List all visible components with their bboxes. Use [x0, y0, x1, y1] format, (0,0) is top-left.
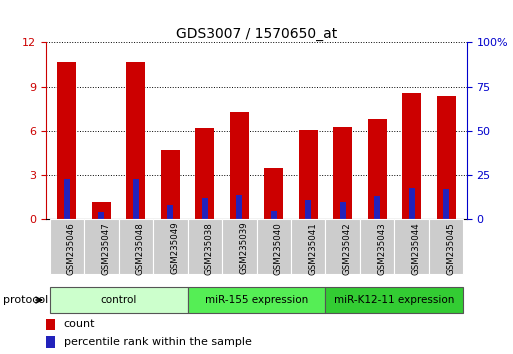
Bar: [167, 205, 173, 219]
Bar: [188, 219, 222, 274]
Text: GSM235047: GSM235047: [102, 222, 110, 275]
Bar: [50, 287, 188, 313]
Text: GSM235043: GSM235043: [377, 222, 386, 275]
Bar: [50, 219, 84, 274]
Bar: [360, 219, 394, 274]
Text: GSM235044: GSM235044: [411, 222, 421, 275]
Bar: [429, 219, 463, 274]
Text: control: control: [101, 295, 137, 305]
Text: GSM235048: GSM235048: [136, 222, 145, 275]
Text: miR-K12-11 expression: miR-K12-11 expression: [334, 295, 455, 305]
Bar: [161, 150, 180, 219]
Bar: [325, 287, 463, 313]
Bar: [394, 219, 429, 274]
Bar: [46, 336, 55, 348]
Text: GSM235039: GSM235039: [239, 222, 248, 274]
Text: GSM235046: GSM235046: [67, 222, 76, 275]
Bar: [236, 195, 242, 219]
Bar: [408, 188, 415, 219]
Bar: [437, 96, 456, 219]
Bar: [333, 127, 352, 219]
Bar: [271, 211, 277, 219]
Text: GSM235041: GSM235041: [308, 222, 317, 275]
Bar: [133, 179, 139, 219]
Bar: [374, 196, 380, 219]
Bar: [202, 198, 208, 219]
Bar: [222, 219, 256, 274]
Bar: [368, 119, 387, 219]
Text: miR-155 expression: miR-155 expression: [205, 295, 308, 305]
Bar: [291, 219, 325, 274]
Bar: [153, 219, 188, 274]
Bar: [402, 93, 421, 219]
Bar: [264, 168, 283, 219]
Text: percentile rank within the sample: percentile rank within the sample: [64, 337, 252, 347]
Bar: [188, 287, 325, 313]
Title: GDS3007 / 1570650_at: GDS3007 / 1570650_at: [176, 28, 337, 41]
Text: GSM235045: GSM235045: [446, 222, 455, 275]
Bar: [92, 202, 111, 219]
Bar: [57, 62, 76, 219]
Bar: [64, 179, 70, 219]
Bar: [325, 219, 360, 274]
Bar: [195, 128, 214, 219]
Bar: [46, 319, 55, 330]
Bar: [230, 112, 249, 219]
Bar: [299, 130, 318, 219]
Bar: [98, 212, 105, 219]
Text: GSM235038: GSM235038: [205, 222, 214, 275]
Bar: [256, 219, 291, 274]
Bar: [340, 202, 346, 219]
Text: GSM235049: GSM235049: [170, 222, 180, 274]
Bar: [119, 219, 153, 274]
Bar: [305, 200, 311, 219]
Text: GSM235042: GSM235042: [343, 222, 352, 275]
Bar: [443, 189, 449, 219]
Text: protocol: protocol: [3, 295, 48, 305]
Bar: [126, 62, 145, 219]
Bar: [84, 219, 119, 274]
Text: GSM235040: GSM235040: [274, 222, 283, 275]
Text: count: count: [64, 319, 95, 329]
